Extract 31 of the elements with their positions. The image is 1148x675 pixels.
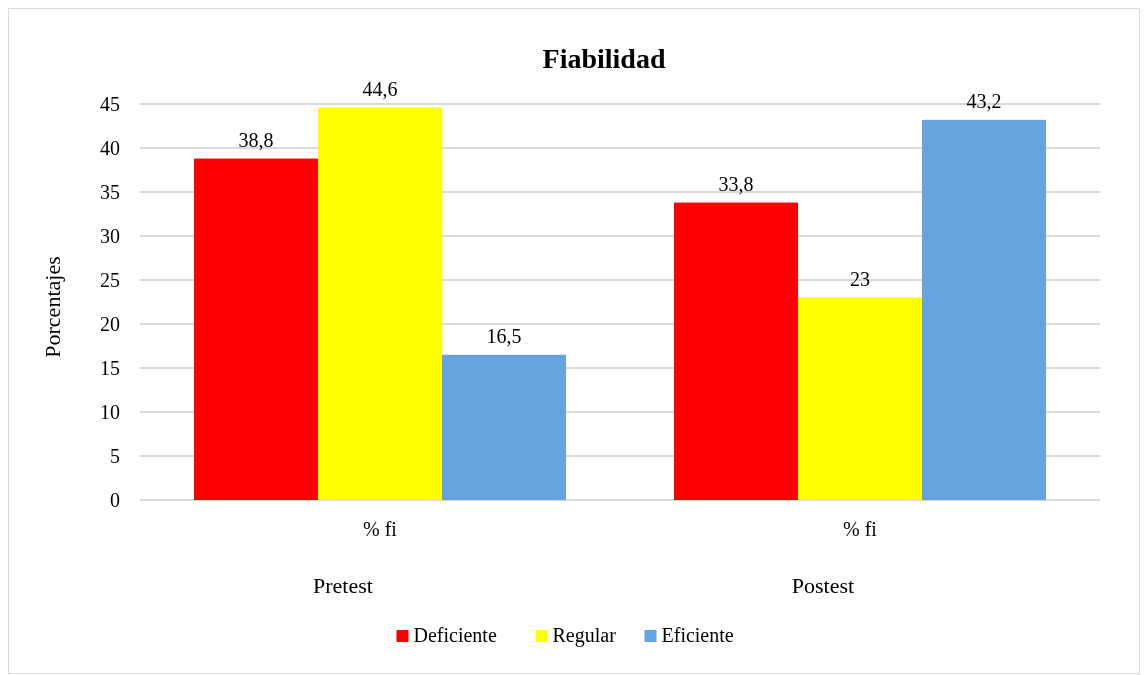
data-label: 33,8	[718, 172, 754, 195]
bar	[318, 107, 442, 500]
y-tick-label: 10	[100, 401, 120, 423]
chart-title: Fiabilidad	[542, 43, 666, 74]
y-tick-label: 20	[100, 313, 120, 335]
y-axis-title: Porcentajes	[40, 256, 65, 358]
text: Pretest	[313, 573, 373, 598]
x-tick-label: % fi	[843, 518, 878, 540]
data-label: 43,2	[966, 89, 1002, 112]
y-tick-label: 35	[100, 181, 120, 203]
bar	[194, 158, 318, 500]
bar	[798, 297, 922, 500]
y-tick-label: 15	[100, 357, 120, 379]
data-label: 44,6	[362, 77, 398, 100]
data-label: 38,8	[238, 128, 274, 151]
text: Postest	[791, 573, 855, 598]
bar	[674, 202, 798, 500]
bar	[922, 119, 1046, 500]
y-tick-label: 45	[100, 93, 120, 115]
legend-label: Eficiente	[661, 624, 734, 646]
bar	[442, 354, 566, 500]
y-tick-label: 40	[100, 137, 120, 159]
y-tick-label: 25	[100, 269, 120, 291]
data-label: 23	[850, 267, 870, 290]
y-tick-label: 5	[110, 445, 120, 467]
x-tick-label: % fi	[363, 518, 398, 540]
y-tick-label: 30	[100, 225, 120, 247]
y-tick-label: 0	[110, 489, 120, 511]
legend-label: Regular	[552, 624, 617, 647]
data-label: 16,5	[486, 324, 522, 347]
legend-label: Deficiente	[413, 624, 497, 646]
